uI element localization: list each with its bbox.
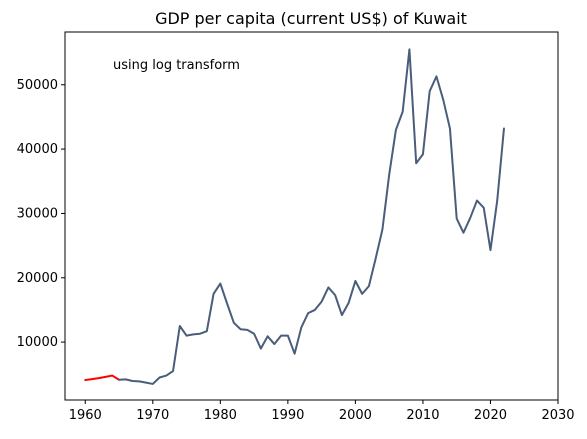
x-tick-label: 2000 xyxy=(339,408,372,423)
x-tick-label: 2020 xyxy=(474,408,507,423)
series-layer xyxy=(85,49,504,384)
x-tick-label: 2030 xyxy=(541,408,574,423)
y-tick-label: 20000 xyxy=(17,271,58,286)
x-tick-label: 1970 xyxy=(136,408,169,423)
y-tick-label: 50000 xyxy=(17,78,58,93)
x-axis: 1960 1970 1980 1990 2000 2010 2020 2030 xyxy=(69,400,575,423)
y-tick-label: 40000 xyxy=(17,142,58,157)
y-tick-label: 30000 xyxy=(17,206,58,221)
x-tick-label: 1960 xyxy=(69,408,102,423)
annotation-text: using log transform xyxy=(113,58,240,73)
chart-title: GDP per capita (current US$) of Kuwait xyxy=(155,9,467,28)
x-tick-label: 2010 xyxy=(406,408,439,423)
y-tick-label: 10000 xyxy=(17,335,58,350)
x-tick-label: 1980 xyxy=(204,408,237,423)
x-tick-label: 1990 xyxy=(271,408,304,423)
series-line-1 xyxy=(85,376,119,381)
y-axis: 10000 20000 30000 40000 50000 xyxy=(17,78,65,350)
series-line-2 xyxy=(119,49,504,384)
